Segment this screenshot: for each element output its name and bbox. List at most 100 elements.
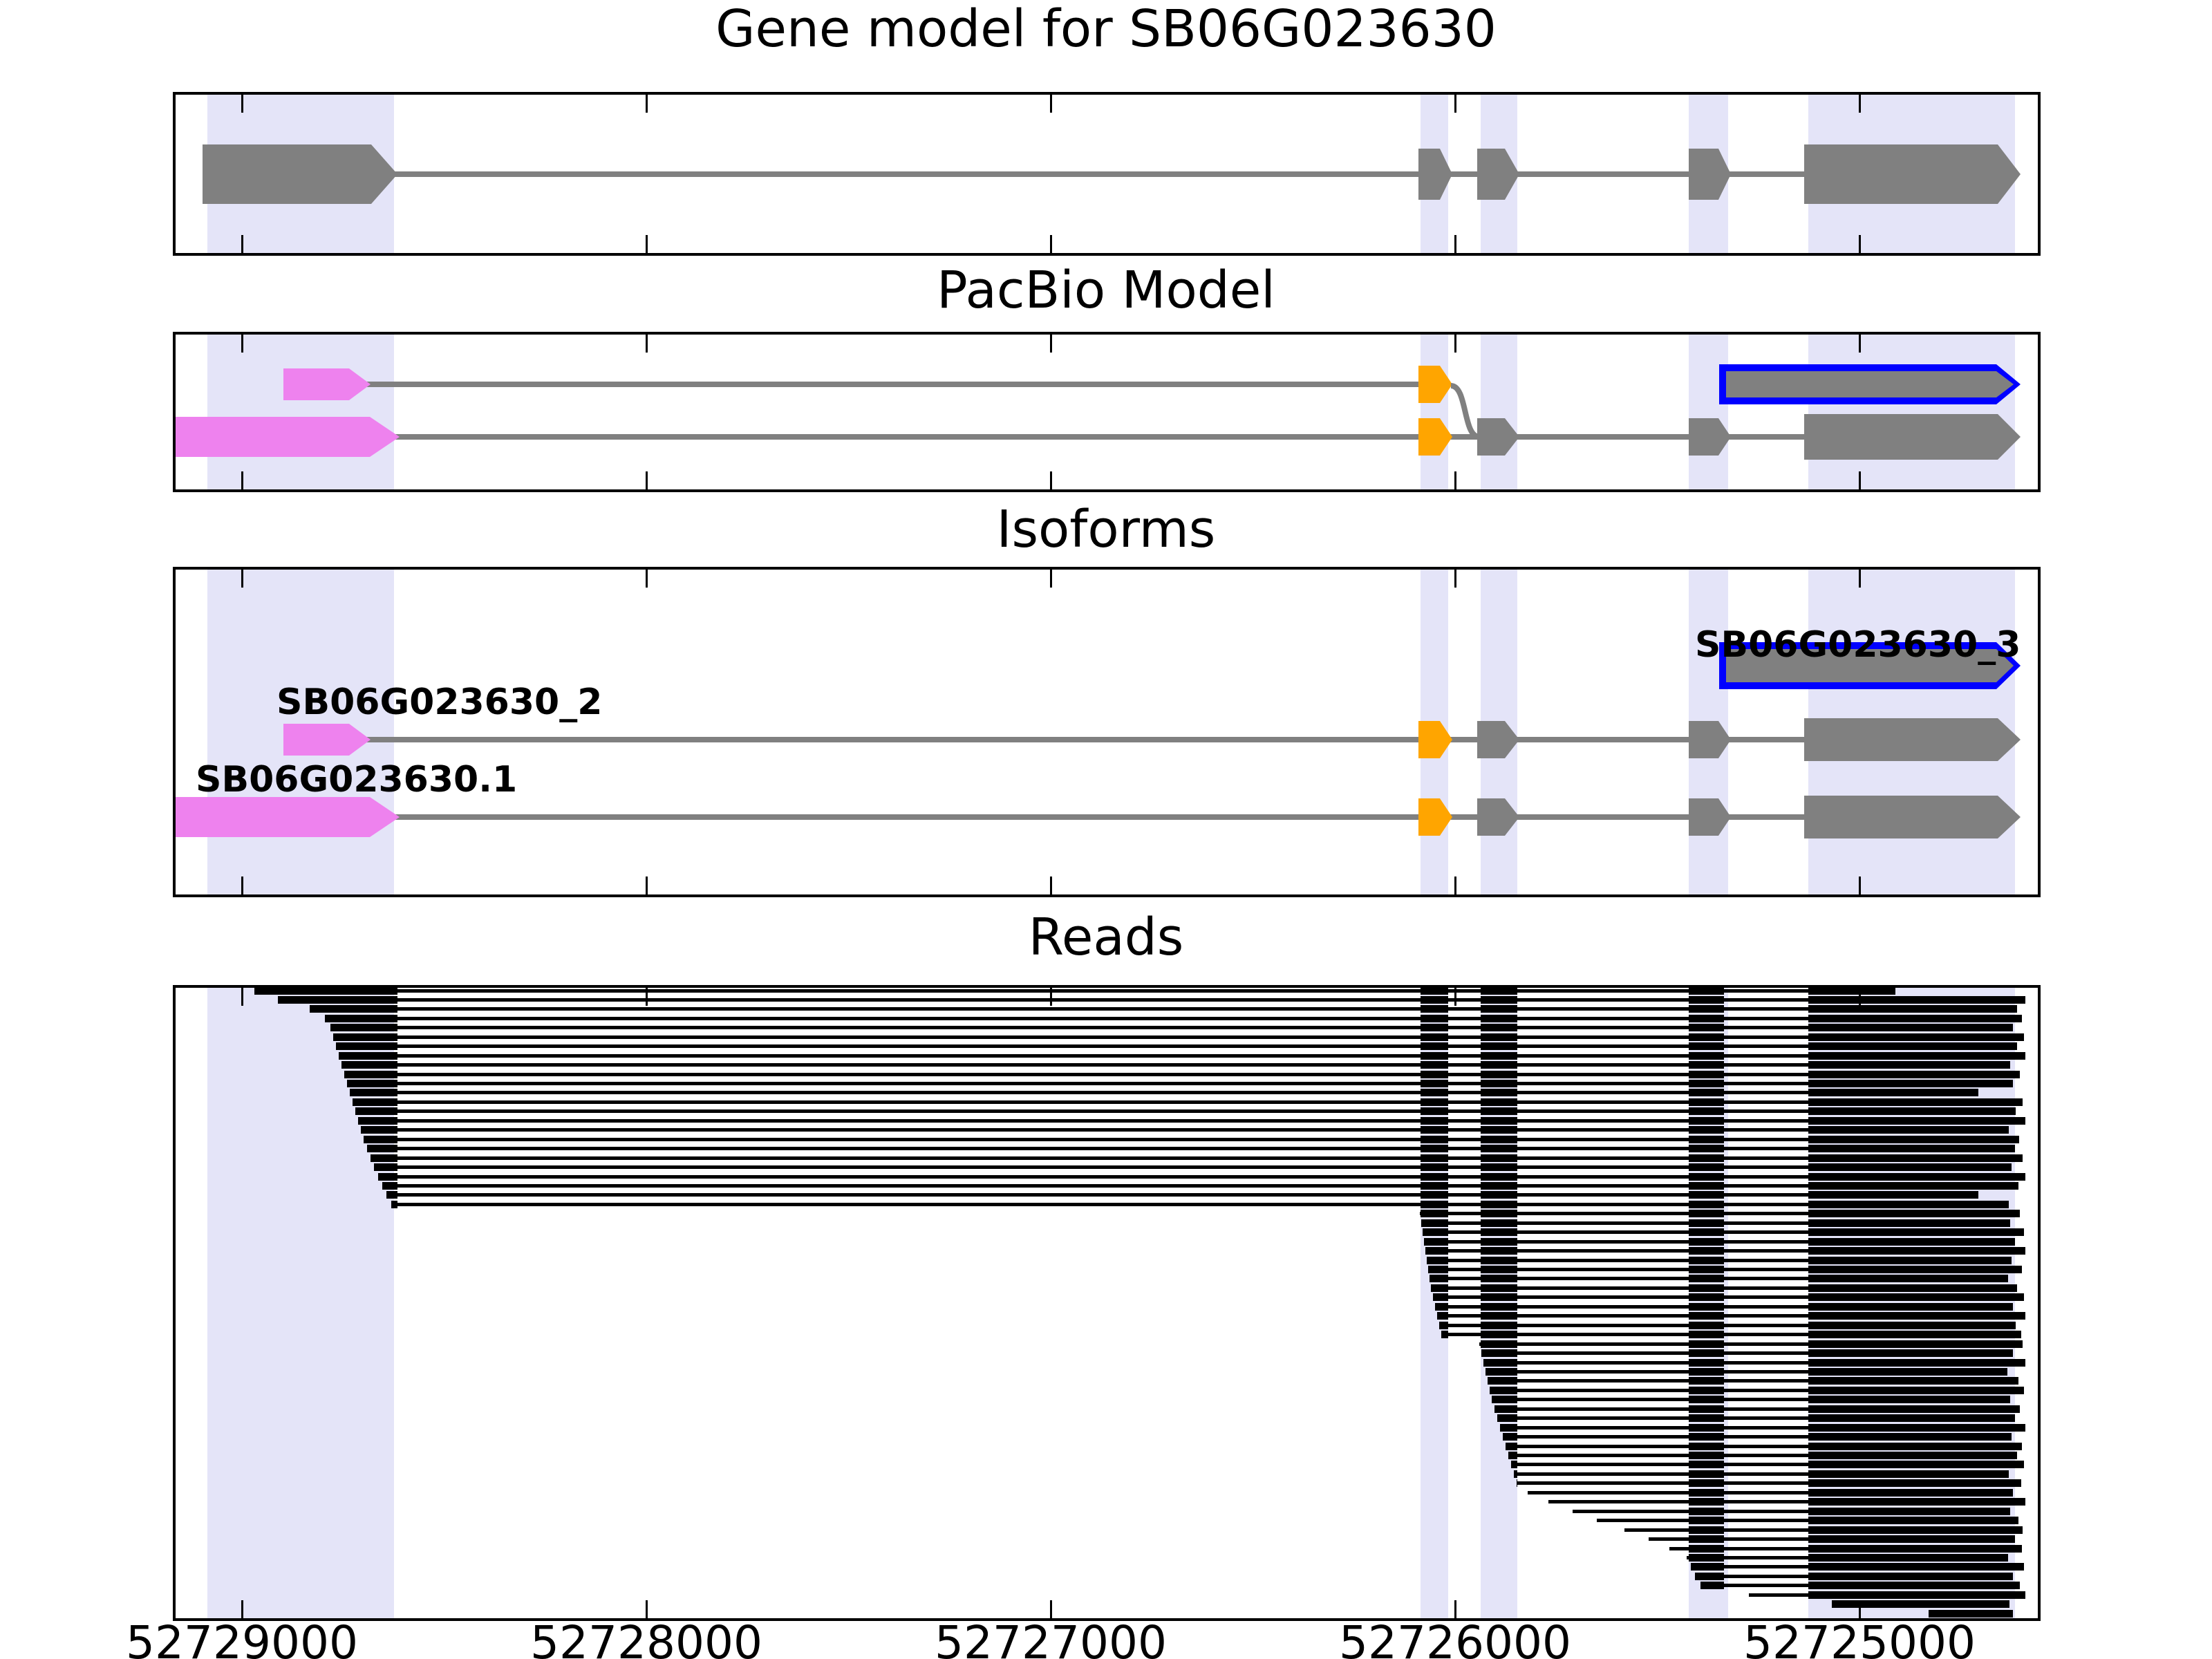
read-exon-block (1808, 1135, 2019, 1143)
axis-tick-mark (241, 988, 243, 1006)
read-exon-block (1481, 986, 1517, 995)
read-exon-block (1691, 1563, 1724, 1571)
read-exon-block (361, 1126, 397, 1134)
read-exon-block (1689, 1535, 1724, 1544)
read-exon-block (1421, 1181, 1448, 1190)
read-alignment-line (382, 1183, 2018, 1188)
read-exon-block (1808, 1405, 2020, 1413)
read-exon-block (1481, 1172, 1517, 1181)
read-exon-block (1689, 1479, 1724, 1488)
read-exon-block (1808, 1033, 2024, 1041)
read-exon-block (1808, 1163, 2012, 1172)
read-exon-block (1481, 1126, 1517, 1134)
read-exon-block (1689, 1051, 1724, 1060)
read-exon-block (353, 1098, 397, 1106)
read-exon-block (355, 1107, 397, 1116)
read-exon-block (1808, 1191, 1978, 1199)
read-exon-block (1808, 1275, 2008, 1283)
read-exon-block (391, 1200, 397, 1208)
panel-title-isoforms: Isoforms (996, 500, 1216, 559)
read-exon-block (1481, 1145, 1517, 1153)
exon-arrow (283, 368, 371, 400)
read-exon-block (378, 1172, 397, 1181)
x-tick-label-52725000: 52725000 (1743, 1616, 1976, 1659)
read-exon-block (1808, 1200, 2009, 1208)
read-exon-block (1421, 1145, 1448, 1153)
axis-tick-mark (1454, 95, 1456, 113)
read-alignment-line (1500, 1425, 2025, 1430)
read-exon-block (1481, 995, 1517, 1004)
axis-tick-mark (1859, 570, 1861, 588)
read-exon-block (1808, 1107, 2016, 1116)
read-exon-block (374, 1163, 397, 1172)
read-alignment-line (1573, 1509, 2010, 1513)
read-exon-block (1689, 1172, 1724, 1181)
read-exon-block (1689, 1367, 1724, 1376)
read-exon-block (1689, 1080, 1724, 1087)
read-exon-block (1689, 1284, 1724, 1292)
read-alignment-line (1492, 1398, 2010, 1402)
read-exon-block (1689, 1377, 1724, 1385)
read-exon-block (1689, 1340, 1724, 1348)
read-exon-block (1808, 1024, 2013, 1032)
read-exon-block (1481, 1331, 1517, 1339)
exon-arrow (173, 417, 400, 457)
read-exon-block (1430, 1275, 1448, 1283)
axis-tick-mark (1859, 235, 1861, 253)
read-exon-block (1481, 1191, 1517, 1199)
read-exon-block (364, 1135, 397, 1143)
read-exon-block (1481, 1154, 1517, 1162)
read-exon-block (1832, 1600, 2009, 1609)
axis-tick-mark (646, 471, 648, 489)
read-exon-block (1808, 1553, 2008, 1562)
read-exon-block (1689, 1247, 1724, 1255)
read-exon-block (1808, 1331, 2021, 1339)
read-exon-block (1435, 1302, 1448, 1311)
axis-tick-mark (1050, 1600, 1052, 1618)
read-exon-block (1689, 1210, 1724, 1218)
read-alignment-line (1514, 1472, 2009, 1476)
intron-line (359, 737, 1825, 742)
axis-tick-mark (1454, 335, 1456, 353)
read-exon-block (1808, 1070, 2020, 1078)
axis-tick-mark (1859, 1600, 1861, 1618)
axis-tick-mark (1050, 570, 1052, 588)
read-exon-block (330, 1024, 397, 1032)
read-exon-block (333, 1033, 397, 1041)
axis-tick-mark (1050, 471, 1052, 489)
read-exon-block (1431, 1284, 1448, 1292)
read-alignment-line (1433, 1295, 2024, 1300)
read-exon-block (1808, 1461, 2024, 1469)
axis-tick-mark (1050, 877, 1052, 894)
exon-highlight-band (207, 335, 394, 489)
splice-connector-curve (1450, 383, 1480, 440)
axis-tick-mark (1454, 471, 1456, 489)
axis-tick-mark (1859, 877, 1861, 894)
read-exon-block (1421, 1042, 1448, 1051)
read-exon-block (336, 1042, 397, 1051)
read-exon-block (1421, 986, 1448, 995)
read-exon-block (1808, 1358, 2025, 1367)
read-exon-block (1808, 1266, 2022, 1273)
read-exon-block (1808, 995, 2025, 1004)
read-exon-block (1481, 1349, 1517, 1358)
axis-tick-mark (241, 1600, 243, 1618)
read-exon-block (1689, 1553, 1724, 1562)
panel-frame (173, 332, 2041, 492)
axis-tick-mark (241, 335, 243, 353)
read-exon-block (1421, 1061, 1448, 1069)
read-exon-block (1421, 995, 1448, 1004)
panel-frame (173, 985, 2041, 1621)
intron-line (387, 814, 1825, 820)
read-exon-block (1689, 1293, 1724, 1302)
read-exon-block (1689, 1061, 1724, 1069)
read-exon-block (1808, 1005, 2017, 1013)
axis-tick-mark (1050, 95, 1052, 113)
read-exon-block (1808, 1237, 2015, 1246)
read-exon-block (1508, 1452, 1517, 1459)
read-exon-block (1481, 1014, 1517, 1022)
axis-tick-mark (1454, 1600, 1456, 1618)
read-exon-block (1689, 1191, 1724, 1199)
read-exon-block (1483, 1358, 1517, 1367)
exon-highlight-band (1808, 335, 2015, 489)
